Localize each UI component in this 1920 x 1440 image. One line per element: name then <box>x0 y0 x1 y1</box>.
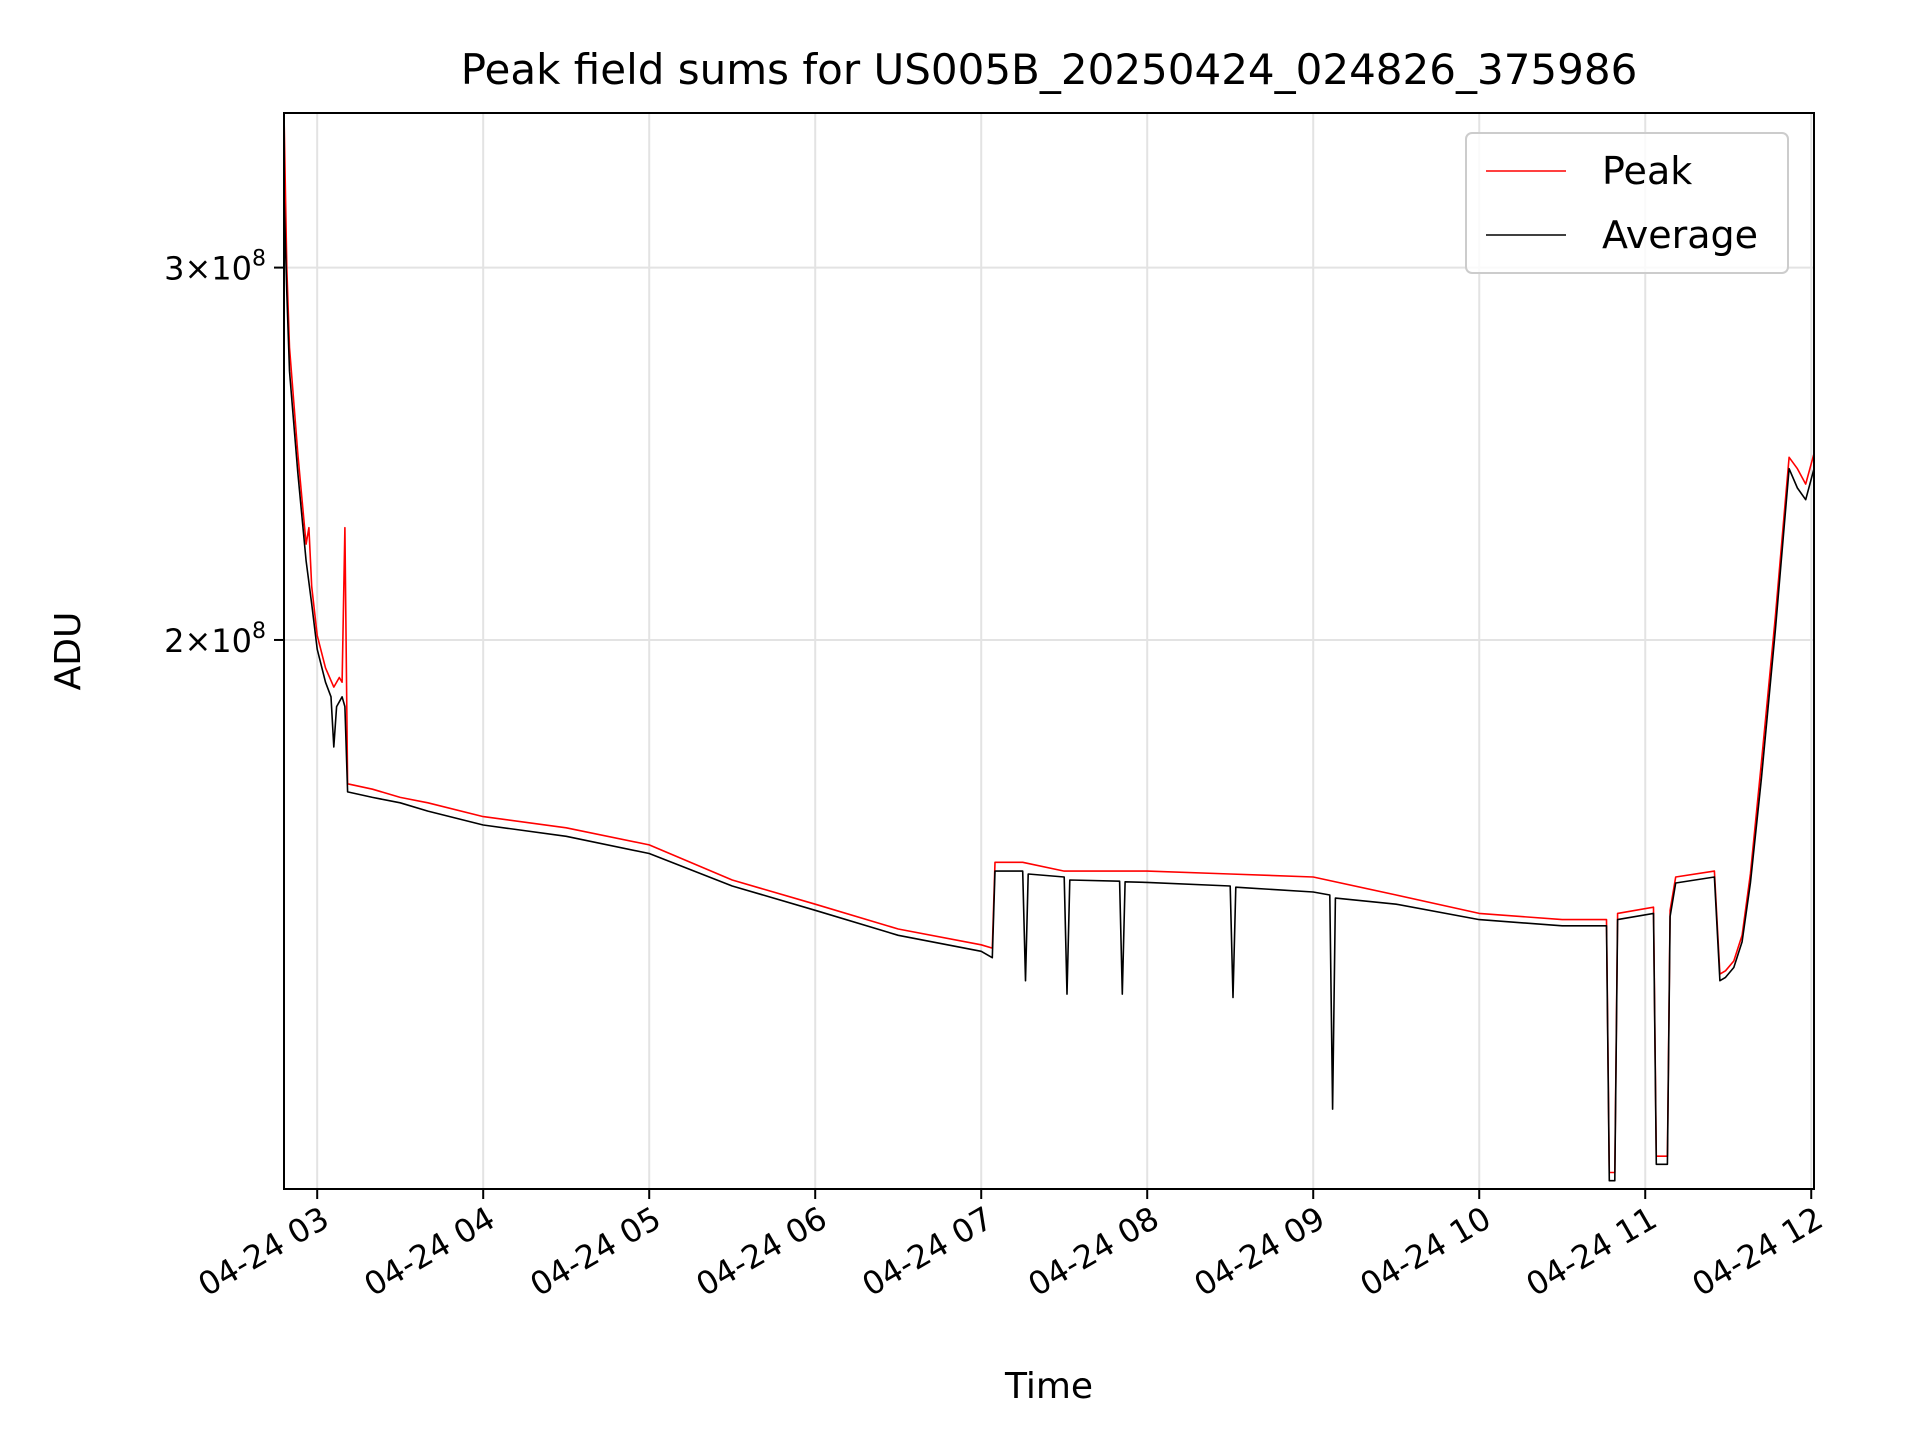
x-tick-label: 04-24 03 <box>192 1199 336 1304</box>
legend-box <box>1465 132 1789 274</box>
series-lines <box>283 112 1815 1182</box>
y-tick-label: 2×108 <box>164 619 266 660</box>
y-axis: 2×108 3×108 <box>164 247 284 660</box>
legend-label-peak: Peak <box>1602 149 1692 193</box>
y-axis-title: ADU <box>48 612 89 691</box>
legend: Peak Average <box>1465 132 1789 274</box>
legend-label-average: Average <box>1602 213 1758 257</box>
grid <box>284 113 1814 1189</box>
x-tick-label: 04-24 08 <box>1022 1199 1166 1304</box>
x-tick-label: 04-24 10 <box>1354 1199 1498 1304</box>
x-tick-label: 04-24 12 <box>1686 1199 1830 1304</box>
x-tick-label: 04-24 04 <box>358 1199 502 1304</box>
series-line-average <box>283 194 1815 1182</box>
x-axis-title: Time <box>1004 1366 1093 1407</box>
chart-title: Peak field sums for US005B_20250424_0248… <box>461 45 1638 94</box>
y-tick-label: 3×108 <box>164 247 266 288</box>
x-axis: 04-24 03 04-24 04 04-24 05 04-24 06 04-24 07… <box>192 1189 1830 1304</box>
x-tick-label: 04-24 11 <box>1520 1199 1664 1304</box>
x-tick-label: 04-24 05 <box>524 1199 668 1304</box>
plot-frame <box>283 112 1815 1190</box>
series-line-peak <box>283 112 1815 1174</box>
x-tick-label: 04-24 09 <box>1188 1199 1332 1304</box>
x-tick-label: 04-24 07 <box>856 1199 1000 1304</box>
x-tick-label: 04-24 06 <box>690 1199 834 1304</box>
